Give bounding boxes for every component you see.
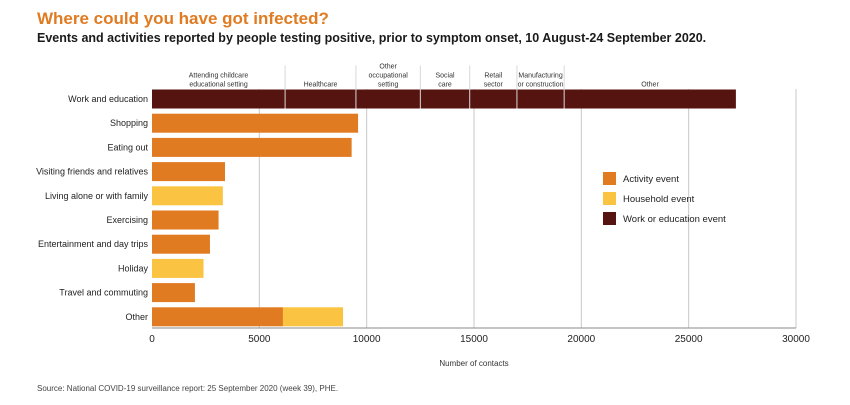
bar-segment — [152, 137, 352, 157]
x-tick-label: 20000 — [567, 334, 595, 345]
category-label: Exercising — [106, 215, 148, 225]
x-tick-label: 5000 — [248, 334, 271, 345]
category-label: Work and education — [68, 94, 148, 104]
category-label: Travel and commuting — [59, 288, 148, 298]
category-label: Living alone or with family — [45, 191, 149, 201]
legend-swatch — [603, 212, 616, 225]
legend-label: Work or education event — [623, 214, 726, 225]
category-label: Holiday — [118, 263, 149, 273]
work-segment-label: Other — [379, 64, 397, 71]
x-tick-label: 25000 — [675, 334, 703, 345]
category-label: Entertainment and day trips — [38, 239, 149, 249]
bar-segment — [152, 258, 204, 278]
category-label: Other — [125, 312, 148, 322]
chart-subtitle: Events and activities reported by people… — [37, 31, 707, 45]
bar-segment — [152, 234, 210, 254]
bar-segment — [152, 162, 225, 182]
work-segment-label: occupational — [368, 73, 408, 80]
work-segment-label: Retail — [484, 73, 502, 80]
work-segment-label: educational setting — [189, 82, 247, 89]
bar-segment — [282, 307, 344, 327]
category-label: Shopping — [110, 118, 148, 128]
category-label: Eating out — [107, 142, 148, 152]
work-segment-label: sector — [484, 82, 504, 89]
bar-segment — [152, 283, 195, 303]
x-tick-label: 30000 — [782, 334, 810, 345]
work-segment-label: Other — [641, 82, 659, 89]
bar-segment — [152, 210, 219, 230]
x-axis-title: Number of contacts — [439, 359, 508, 368]
legend-swatch — [603, 172, 616, 185]
x-tick-label: 15000 — [460, 334, 488, 345]
work-segment-label: care — [438, 82, 452, 89]
bar-segment — [152, 186, 223, 206]
source-note: Source: National COVID-19 surveillance r… — [37, 384, 339, 393]
work-segment-label: or construction — [518, 82, 564, 89]
work-segment-label: Manufacturing — [518, 73, 562, 80]
bar-segment — [152, 89, 736, 109]
bar-segment — [152, 113, 359, 133]
work-segment-label: Attending childcare — [189, 73, 249, 80]
work-segment-label: Social — [435, 73, 455, 80]
legend-label: Activity event — [623, 174, 679, 185]
bar-segment — [152, 307, 283, 327]
legend-label: Household event — [623, 194, 695, 205]
work-segment-label: setting — [378, 82, 399, 89]
x-tick-label: 10000 — [353, 334, 381, 345]
category-label: Visiting friends and relatives — [36, 167, 148, 177]
x-tick-label: 0 — [149, 334, 155, 345]
work-segment-label: Healthcare — [304, 82, 338, 89]
legend-swatch — [603, 192, 616, 205]
chart-title: Where could you have got infected? — [37, 9, 329, 28]
